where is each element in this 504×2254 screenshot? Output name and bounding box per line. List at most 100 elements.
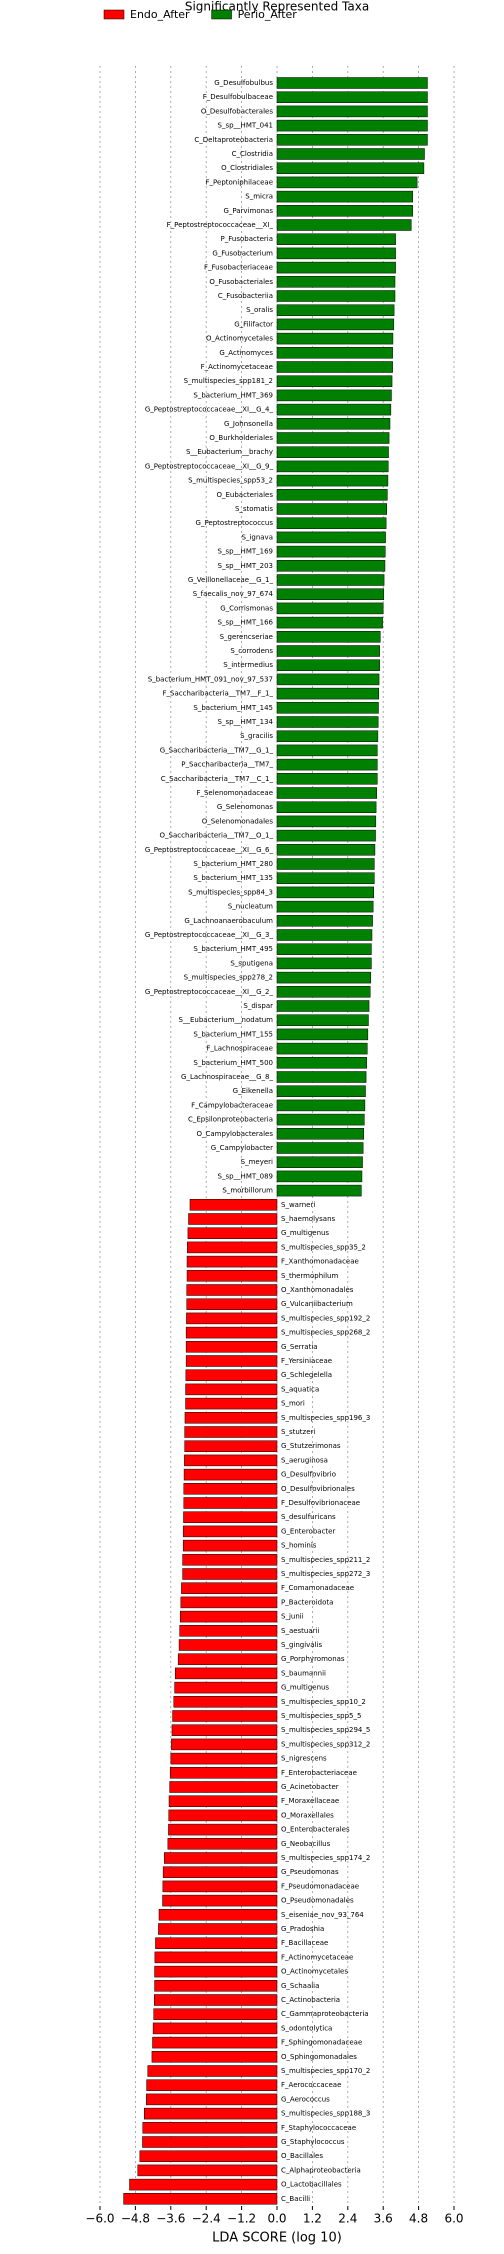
- bar: [142, 2122, 278, 2134]
- category-label: S_aeruginosa: [281, 1456, 328, 1464]
- bar: [187, 1241, 278, 1254]
- bar: [276, 531, 386, 544]
- bar: [276, 673, 380, 686]
- bar: [276, 900, 374, 913]
- bar: [169, 1767, 278, 1779]
- category-label: S_intermedius: [223, 661, 273, 669]
- category-label: G_Fusobacterium: [212, 249, 273, 257]
- category-label: G_Porphyromonas: [281, 1655, 345, 1663]
- bar: [151, 2051, 278, 2063]
- category-label: S__Eubacterium__brachy: [186, 448, 273, 456]
- category-label: G_Saccharibacteria__TM7__G_1_: [160, 746, 274, 754]
- category-label: C_Fusobacteriia: [218, 292, 273, 300]
- category-label: G_Pseudomonas: [281, 1868, 339, 1876]
- bar: [171, 1724, 278, 1736]
- category-label: G_Peptostreptococcaceae__XI__G_2_: [145, 988, 274, 996]
- category-label: S_faecalis_nov_97_674: [193, 590, 274, 598]
- bar: [147, 2065, 278, 2077]
- bar: [154, 1951, 278, 1964]
- category-label: G_Lachnospiraceae__G_8_: [181, 1073, 273, 1081]
- category-label: S_aestuarii: [281, 1627, 319, 1635]
- category-label: S_multispecies_spp174_2: [281, 1854, 370, 1862]
- category-label: S_gerencseriae: [220, 633, 273, 641]
- category-label: S_haemolysans: [281, 1215, 336, 1223]
- bar: [276, 460, 389, 473]
- bar: [168, 1823, 278, 1836]
- category-label: P_Fusobacteria: [221, 235, 273, 243]
- bar: [276, 773, 378, 785]
- category-label: S_multispecies_spp35_2: [281, 1243, 366, 1251]
- category-label: S_oralis: [246, 306, 273, 314]
- bar: [276, 1099, 366, 1112]
- bar: [276, 986, 371, 998]
- category-label: G_Filifactor: [234, 320, 273, 328]
- category-label: G_Aerococcus: [281, 2095, 330, 2103]
- bar: [276, 318, 395, 331]
- bar: [276, 162, 425, 174]
- bar: [276, 105, 428, 118]
- bar: [276, 829, 376, 842]
- legend-swatch: [211, 9, 232, 20]
- bar: [276, 91, 428, 103]
- category-label: G_Peptostreptococcus: [196, 519, 274, 527]
- bar: [162, 1894, 278, 1907]
- bar: [276, 929, 373, 941]
- category-label: S_bacterium_HMT_091_nov_97_537: [148, 675, 273, 683]
- bar: [276, 489, 388, 501]
- x-axis-label: LDA SCORE (log 10): [212, 2231, 342, 2246]
- category-label: G_multigenus: [281, 1229, 329, 1237]
- category-label: F_Selenomonadaceae: [196, 789, 273, 797]
- category-label: S_multispecies_spp53_2: [188, 477, 273, 485]
- category-label: S_odontolytica: [281, 2024, 332, 2032]
- bar: [276, 134, 428, 146]
- bar: [276, 886, 375, 899]
- category-label: C_Clostridia: [232, 150, 273, 158]
- category-label: C_Deltaproteobacteria: [194, 136, 273, 144]
- bar: [185, 1341, 278, 1353]
- x-tick-label: 0.0: [267, 2212, 286, 2226]
- bar: [187, 1227, 278, 1239]
- category-label: O_Campylobacterales: [196, 1130, 273, 1138]
- category-label: C_Alphaproteobacteria: [281, 2166, 361, 2174]
- category-label: S_nucleatum: [228, 903, 273, 911]
- category-label: S_bacterium_HMT_280: [193, 860, 273, 868]
- bar: [276, 276, 396, 288]
- category-label: G_Stutzerimonas: [281, 1442, 341, 1450]
- category-label: S_bacterium_HMT_155: [193, 1030, 273, 1038]
- bar: [276, 332, 394, 345]
- category-label: G_Selenomonas: [217, 803, 273, 811]
- category-label: O_Desulfovibrionales: [281, 1485, 355, 1493]
- category-label: S_multispecies_spp5_5: [281, 1712, 361, 1720]
- category-label: S_multispecies_spp170_2: [281, 2067, 370, 2075]
- category-label: S_sp__HMT_089: [218, 1172, 273, 1180]
- category-label: S_hominis: [281, 1542, 317, 1550]
- bar: [186, 1284, 278, 1296]
- category-label: F_Peptoniphilaceae: [206, 178, 273, 186]
- bar: [186, 1255, 278, 1268]
- bar: [172, 1710, 278, 1722]
- category-label: O_Moraxellales: [281, 1811, 334, 1819]
- bar: [186, 1312, 278, 1325]
- category-label: S_multispecies_spp312_2: [281, 1740, 370, 1748]
- bar: [170, 1752, 278, 1765]
- bar: [276, 446, 389, 458]
- category-label: S_multispecies_spp211_2: [281, 1556, 370, 1564]
- bar: [177, 1653, 278, 1665]
- category-label: G_Acinetobacter: [281, 1783, 339, 1791]
- bar: [276, 588, 385, 600]
- bar: [276, 744, 378, 757]
- category-label: G_Corrismonas: [220, 604, 273, 612]
- category-label: S_multispecies_spp268_2: [281, 1329, 370, 1337]
- category-label: F_Desulfobulbaceae: [203, 93, 273, 101]
- bar: [184, 1426, 278, 1438]
- category-label: S_sp__HMT_041: [218, 122, 273, 130]
- bar: [179, 1625, 278, 1637]
- bar: [276, 77, 428, 89]
- bar: [129, 2178, 278, 2191]
- bar: [276, 261, 396, 274]
- bar: [154, 1980, 278, 1992]
- bar: [276, 815, 377, 828]
- category-label: F_Actinomycetaceae: [281, 1953, 353, 1961]
- category-label: P_Saccharibacteria__TM7_: [181, 761, 273, 769]
